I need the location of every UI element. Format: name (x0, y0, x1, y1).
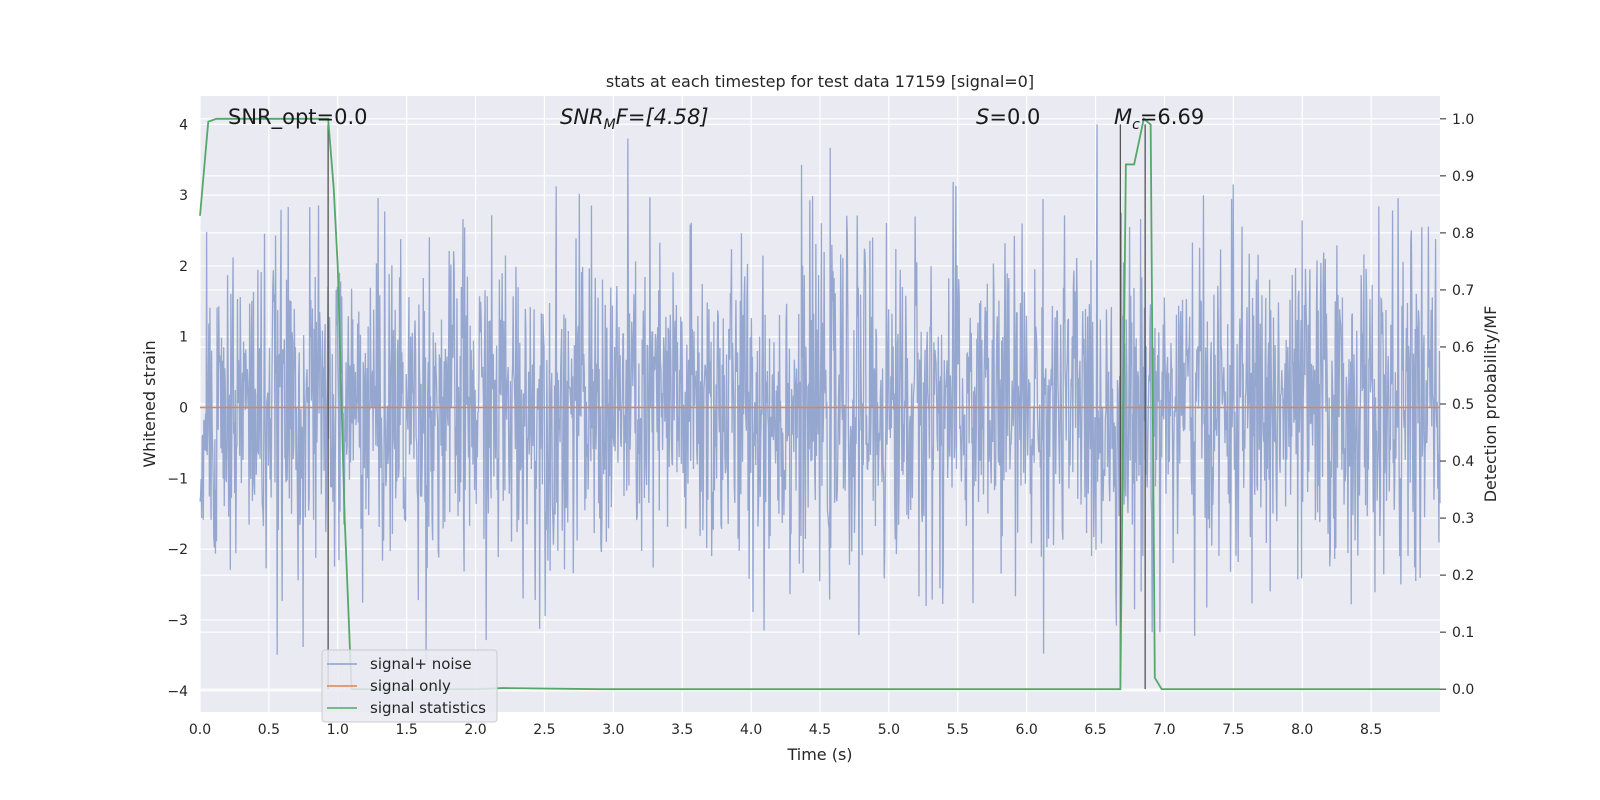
y2-tick-label-2: 0.8 (1452, 226, 1474, 242)
annotation-mc-main: M (1114, 105, 1132, 129)
annotation-s-rest: =0.0 (989, 105, 1040, 129)
annotation-snr-opt: SNR_opt=0.0 (228, 105, 368, 130)
y-tick-label-8: −4 (167, 684, 188, 700)
y-tick-label-6: −2 (167, 542, 188, 558)
y-tick-label-7: −3 (167, 613, 188, 629)
annotation-mc-rest: =6.69 (1140, 105, 1204, 129)
legend-label-signal-statistics: signal statistics (370, 699, 486, 717)
x-tick-labels: 0.0 0.5 1.0 1.5 2.0 2.5 3.0 3.5 4.0 4.5 5.0 5.5 6.0 6… (189, 722, 1382, 738)
annotation-snr-mf: SNRMF=[4.58] (560, 105, 709, 133)
x-tick-label-8: 4.0 (740, 722, 762, 738)
x-axis-label: Time (s) (786, 745, 852, 764)
y-tick-label-2: 2 (179, 259, 188, 275)
x-tick-label-3: 1.5 (396, 722, 418, 738)
y2-tick-label-10: 0.0 (1452, 682, 1474, 698)
x-tick-label-13: 6.5 (1084, 722, 1106, 738)
y2-tick-label-5: 0.5 (1452, 397, 1474, 413)
annotation-snr-mf-main: SNR (560, 105, 604, 129)
annotation-mc-sub: c (1132, 117, 1140, 133)
x-tick-label-1: 0.5 (258, 722, 280, 738)
x-tick-label-5: 2.5 (533, 722, 555, 738)
annotation-snr-mf-rest-italic: F=[4.58] (616, 105, 709, 129)
y2-tick-label-9: 0.1 (1452, 625, 1474, 641)
x-tick-label-2: 1.0 (327, 722, 349, 738)
legend-label-signal-noise: signal+ noise (370, 655, 472, 673)
x-tick-label-9: 4.5 (809, 722, 831, 738)
x-tick-label-11: 5.5 (947, 722, 969, 738)
legend-box (321, 649, 498, 723)
annotation-snr-mf-sub: M (604, 117, 616, 133)
y-axis-label: Whitened strain (140, 340, 159, 467)
marker-lines (327, 124, 1146, 690)
y2-axis-label: Detection probability/MF (1481, 306, 1500, 503)
x-tick-label-6: 3.0 (602, 722, 624, 738)
statistics-trace (199, 117, 1440, 691)
annotation-s: S=0.0 (976, 105, 1040, 129)
y-tick-labels: 4 3 2 1 0 −1 −2 −3 −4 (167, 117, 188, 699)
series-signal-noise (199, 124, 1441, 662)
y2-tick-label-8: 0.2 (1452, 568, 1474, 584)
y2-tick-label-4: 0.6 (1452, 340, 1474, 356)
y2-tick-label-7: 0.3 (1452, 511, 1474, 527)
x-tick-label-12: 6.0 (1016, 722, 1038, 738)
x-tick-label-0: 0.0 (189, 722, 211, 738)
x-tick-label-17: 8.5 (1360, 722, 1382, 738)
x-tick-label-4: 2.0 (464, 722, 486, 738)
noise-trace (199, 124, 1441, 662)
y2-tick-label-1: 0.9 (1452, 169, 1474, 185)
x-tick-label-15: 7.5 (1222, 722, 1244, 738)
x-tick-label-16: 8.0 (1291, 722, 1313, 738)
x-tick-label-10: 5.0 (878, 722, 900, 738)
legend: signal+ noise signal only signal statist… (321, 649, 498, 723)
chart-title: stats at each timestep for test data 171… (606, 72, 1034, 91)
legend-label-signal-only: signal only (370, 677, 451, 695)
y-tick-label-0: 4 (179, 117, 188, 133)
y-tick-label-4: 0 (179, 401, 188, 417)
y-tick-label-5: −1 (167, 471, 188, 487)
y2-tick-label-3: 0.7 (1452, 283, 1474, 299)
y2-tick-label-6: 0.4 (1452, 454, 1474, 470)
y2-tick-label-0: 1.0 (1452, 112, 1474, 128)
x-tick-label-7: 3.5 (671, 722, 693, 738)
x-tick-label-14: 7.0 (1153, 722, 1175, 738)
y-tick-label-3: 1 (179, 330, 188, 346)
annotation-mc: Mc=6.69 (1114, 105, 1204, 133)
y-tick-label-1: 3 (179, 188, 188, 204)
annotation-s-main: S (976, 105, 989, 129)
series-signal-statistics (199, 117, 1440, 691)
y2-tick-labels: 1.0 0.9 0.8 0.7 0.6 0.5 0.4 0.3 0.2 0.1 0.0 (1440, 112, 1474, 698)
